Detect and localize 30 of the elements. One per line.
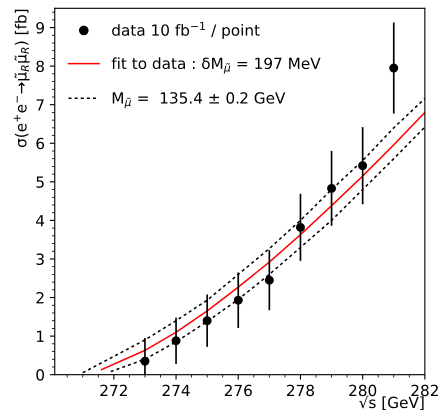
point (327, 184, 336, 193)
legend-label: fit to data : δM$_{μ̃}$ = 197 MeV (112, 57, 321, 74)
x-tick-label: 282 (411, 384, 438, 396)
y-tick-label: 6 (36, 138, 44, 150)
point (389, 64, 398, 73)
y-tick-label: 1 (36, 330, 44, 342)
legend-label: M$_{μ̃}$ = 135.4 ± 0.2 GeV (112, 92, 286, 108)
x-tick-label: 272 (100, 384, 127, 396)
y-tick-label: 4 (36, 215, 44, 226)
x-tick-label: 276 (224, 384, 252, 396)
x-tick-label: 274 (162, 384, 190, 396)
x-axis-title: √s [GeV] (359, 396, 424, 410)
y-tick-label: 2 (36, 292, 44, 304)
point (264, 276, 274, 285)
y-tick-label: 0 (36, 369, 44, 381)
point (234, 296, 243, 305)
y-tick-label: 3 (36, 253, 44, 265)
x-tick-label: 278 (286, 384, 314, 396)
y-tick-label: 8 (36, 60, 44, 72)
y-tick-label: 5 (36, 176, 44, 188)
point (202, 316, 212, 326)
text: σ(e$^{+}$e$^{−}$→μ̃$_{R}$μ̃$_{R}$) [fb] (14, 10, 30, 148)
point (172, 336, 181, 346)
legend-label: data 10 fb$^{−1}$ / point (112, 22, 260, 39)
y-tick-label: 9 (36, 22, 44, 34)
x-tick-label: 280 (349, 384, 376, 396)
y-tick-label: 7 (36, 99, 44, 111)
point (140, 356, 150, 366)
point (358, 161, 368, 170)
point (296, 222, 305, 232)
